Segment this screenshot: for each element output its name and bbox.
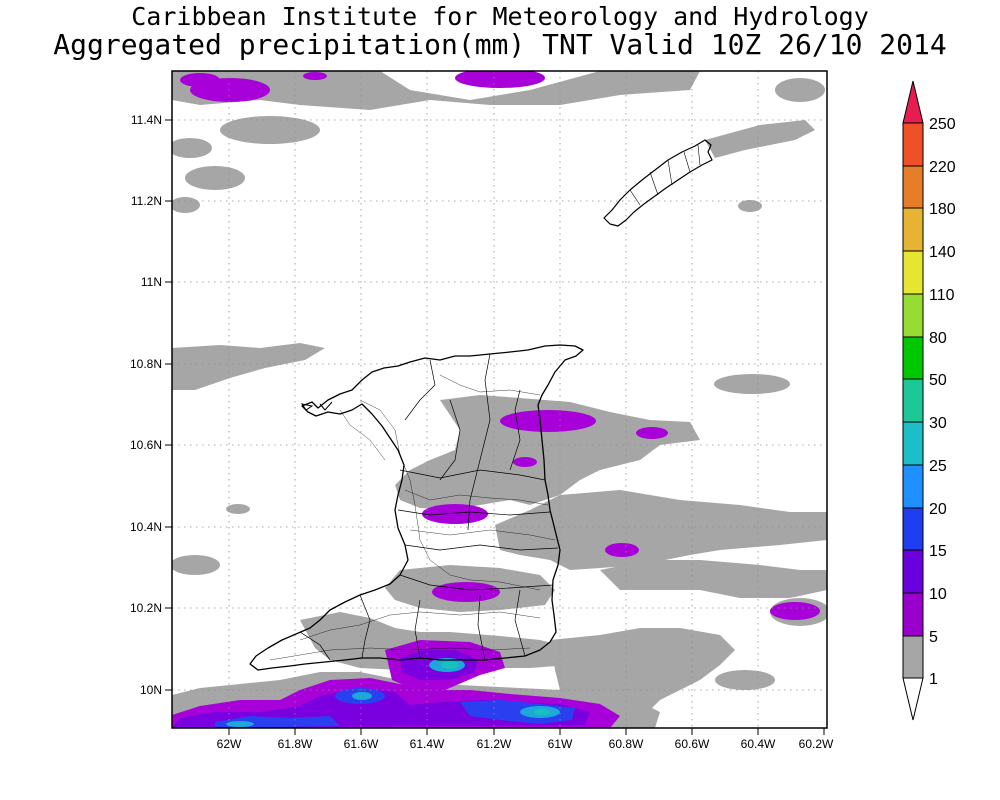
colorbar-swatch-220-250 bbox=[902, 122, 924, 167]
colorbar-label-180: 180 bbox=[929, 201, 956, 218]
trinidad-roads bbox=[269, 374, 556, 661]
colorbar-swatch-20-25 bbox=[902, 464, 924, 509]
lat-label-10-2n: 10.2N bbox=[130, 601, 162, 615]
precip-field bbox=[172, 71, 827, 728]
title-product: Aggregated precipitation(mm) TNT Valid 1… bbox=[53, 28, 947, 61]
colorbar-label-220: 220 bbox=[929, 159, 956, 176]
lon-label-60-8w: 60.8W bbox=[609, 737, 644, 751]
tobago-parish-boundaries bbox=[629, 144, 701, 206]
lon-label-61-8w: 61.8W bbox=[278, 737, 313, 751]
colorbar-label-50: 50 bbox=[929, 372, 947, 389]
axis-tick-marks bbox=[165, 119, 825, 735]
lat-label-10-4n: 10.4N bbox=[130, 520, 162, 534]
colorbar-label-80: 80 bbox=[929, 330, 947, 347]
lon-label-62w: 62W bbox=[217, 737, 242, 751]
colorbar-label-250: 250 bbox=[929, 116, 956, 133]
lat-label-10-8n: 10.8N bbox=[130, 357, 162, 371]
lon-label-60-6w: 60.6W bbox=[675, 737, 710, 751]
lon-label-61-4w: 61.4W bbox=[410, 737, 445, 751]
lat-label-10n: 10N bbox=[140, 683, 162, 697]
colorbar-label-5: 5 bbox=[929, 629, 938, 646]
colorbar-label-15: 15 bbox=[929, 543, 947, 560]
colorbar-label-20: 20 bbox=[929, 501, 947, 518]
colorbar-label-25: 25 bbox=[929, 458, 947, 475]
map-frame bbox=[171, 70, 828, 729]
lat-label-11-4n: 11.4N bbox=[131, 113, 162, 127]
colorbar-label-30: 30 bbox=[929, 415, 947, 432]
lat-label-11n: 11N bbox=[141, 275, 162, 289]
lat-label-11-2n: 11.2N bbox=[131, 194, 162, 208]
colorbar-swatch-80-110 bbox=[902, 293, 924, 338]
colorbar-swatch-140-180 bbox=[902, 207, 924, 252]
colorbar-swatch-110-140 bbox=[902, 250, 924, 295]
tobago-island-outline bbox=[603, 139, 713, 227]
lon-label-60-2w: 60.2W bbox=[799, 737, 834, 751]
lat-label-10-6n: 10.6N bbox=[130, 438, 162, 452]
lon-label-61w: 61W bbox=[548, 737, 573, 751]
colorbar-label-140: 140 bbox=[929, 244, 956, 261]
precip-25-30mm-areas bbox=[441, 661, 550, 715]
colorbar-swatch-50-80 bbox=[902, 336, 924, 380]
colorbar-swatch-30-50 bbox=[902, 378, 924, 423]
colorbar-swatch-5-10 bbox=[902, 592, 924, 637]
lon-label-60-4w: 60.4W bbox=[741, 737, 776, 751]
trinidad-island-outline bbox=[249, 344, 584, 671]
colorbar-swatch-1-5 bbox=[902, 635, 924, 679]
colorbar-min-triangle bbox=[902, 677, 924, 721]
title-institution: Caribbean Institute for Meteorology and … bbox=[131, 2, 869, 31]
colorbar bbox=[902, 80, 924, 721]
colorbar-label-10: 10 bbox=[929, 586, 947, 603]
lon-label-61-2w: 61.2W bbox=[477, 737, 512, 751]
colorbar-swatch-10-15 bbox=[902, 549, 924, 594]
colorbar-label-1: 1 bbox=[929, 671, 938, 688]
lon-label-61-6w: 61.6W bbox=[344, 737, 379, 751]
colorbar-max-triangle bbox=[902, 80, 924, 124]
colorbar-swatch-15-20 bbox=[902, 507, 924, 551]
colorbar-label-110: 110 bbox=[929, 287, 955, 304]
gulf-islands bbox=[300, 401, 333, 411]
colorbar-swatch-25-30 bbox=[902, 421, 924, 466]
colorbar-swatch-180-220 bbox=[902, 165, 924, 209]
precip-1-5mm-areas bbox=[172, 71, 827, 728]
gridlines bbox=[172, 71, 827, 728]
